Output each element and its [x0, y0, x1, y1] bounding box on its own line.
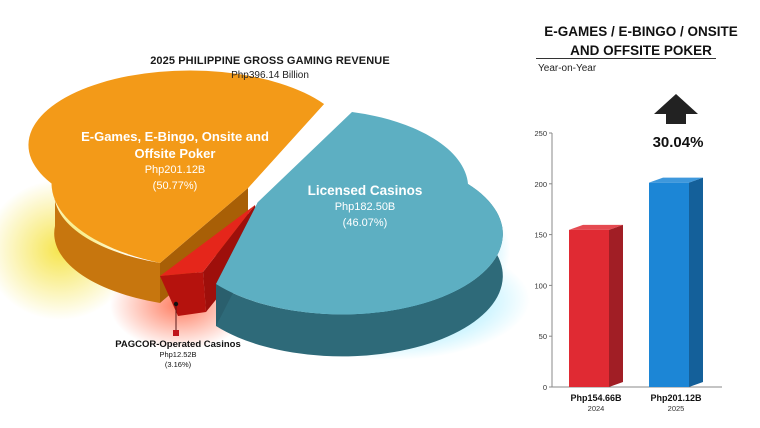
- slice-label-pagcor-amount: Php12.52B: [159, 350, 197, 359]
- slice-label-casinos-amount: Php182.50B: [334, 201, 396, 213]
- bar-front: [649, 182, 689, 387]
- pagcor-leader-dot: [173, 301, 179, 307]
- y-tick-label: 0: [543, 383, 547, 392]
- y-tick-label: 200: [534, 180, 547, 189]
- slice-label-pagcor: PAGCOR-Operated Casinos Php12.52B (3.16%…: [108, 339, 248, 370]
- bar-chart-title: E-GAMES / E-BINGO / ONSITE AND OFFSITE P…: [544, 24, 738, 58]
- bar-top: [649, 177, 703, 183]
- bar-front: [569, 229, 609, 387]
- pie-subtitle: Php396.14 Billion: [231, 70, 309, 81]
- bar-2024: [569, 224, 623, 387]
- slice-label-egames-percent: (50.77%): [152, 180, 198, 192]
- up-arrow-icon: [654, 94, 698, 124]
- bar-top: [569, 224, 623, 230]
- pagcor-leader-marker: [173, 330, 179, 336]
- bar-title-rule: [536, 58, 716, 59]
- pie-slice-egames: [28, 70, 325, 303]
- slice-label-egames-amount: Php201.12B: [144, 164, 206, 176]
- slice-label-casinos-name: Licensed Casinos: [307, 183, 423, 198]
- slice-label-egames-name: E-Games, E-Bingo, Onsite and Offsite Pok…: [81, 129, 269, 161]
- bar-value-label: Php201.12B: [650, 393, 702, 403]
- slice-label-pagcor-name: PAGCOR-Operated Casinos: [115, 339, 241, 350]
- bar-2025: [649, 177, 703, 387]
- bar-side: [689, 177, 703, 387]
- y-tick-label: 50: [539, 332, 547, 341]
- y-tick-label: 100: [534, 281, 547, 290]
- pie-title: 2025 PHILIPPINE GROSS GAMING REVENUE: [150, 55, 390, 67]
- bar-category-label: 2025: [668, 404, 685, 413]
- bar-chart-subtitle: Year-on-Year: [538, 63, 597, 74]
- y-tick-label: 150: [534, 231, 547, 240]
- slice-label-egames: E-Games, E-Bingo, Onsite and Offsite Pok…: [70, 128, 280, 194]
- slice-label-pagcor-percent: (3.16%): [164, 360, 192, 369]
- slice-label-casinos: Licensed Casinos Php182.50B (46.07%): [285, 182, 445, 231]
- bar-value-label: Php154.66B: [570, 393, 622, 403]
- pie-slice-casinos: [216, 112, 503, 357]
- bar-category-label: 2024: [588, 404, 605, 413]
- change-label: 30.04%: [652, 134, 704, 151]
- bar-side: [609, 224, 623, 387]
- slice-label-casinos-percent: (46.07%): [342, 217, 388, 229]
- y-tick-label: 250: [534, 129, 547, 138]
